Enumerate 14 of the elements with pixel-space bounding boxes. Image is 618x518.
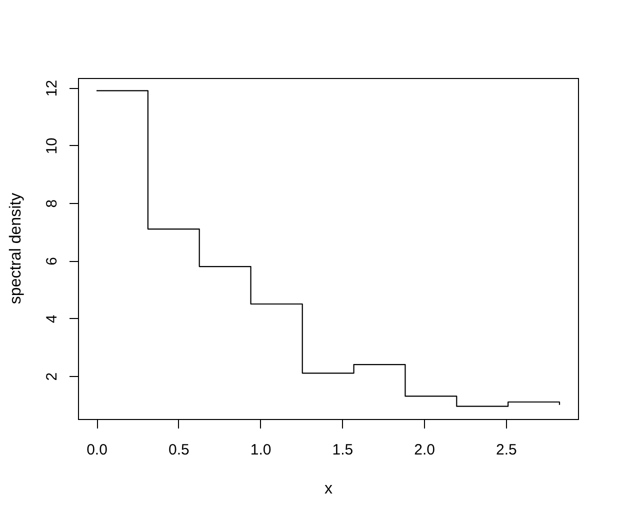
x-axis-title: x: [324, 480, 332, 498]
x-tick-label: 2.0: [414, 442, 435, 458]
y-tick-label: 10: [44, 138, 60, 154]
y-axis-title: spectral density: [8, 192, 24, 304]
y-tick-label: 6: [44, 257, 60, 266]
x-tick-label: 2.5: [496, 442, 517, 458]
x-tick-label: 1.5: [332, 442, 354, 458]
y-tick-label: 4: [44, 314, 60, 324]
y-tick-label: 2: [44, 372, 60, 381]
x-tick-label: 0.5: [168, 442, 190, 458]
y-tick-label: 12: [44, 80, 60, 97]
x-tick-label: 0.0: [86, 442, 108, 458]
x-tick-label: 1.0: [250, 442, 272, 458]
y-tick-label: 8: [44, 199, 60, 208]
